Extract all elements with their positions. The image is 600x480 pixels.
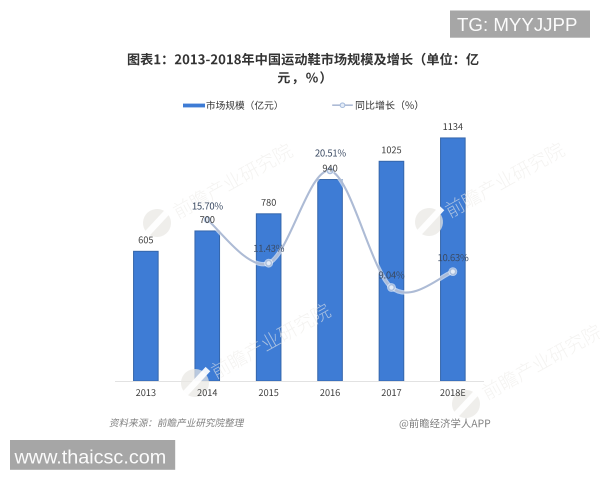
svg-text:www.thaicsc.com: www.thaicsc.com [14, 447, 167, 469]
svg-text:TG: MYYJJPP: TG: MYYJJPP [457, 14, 577, 35]
